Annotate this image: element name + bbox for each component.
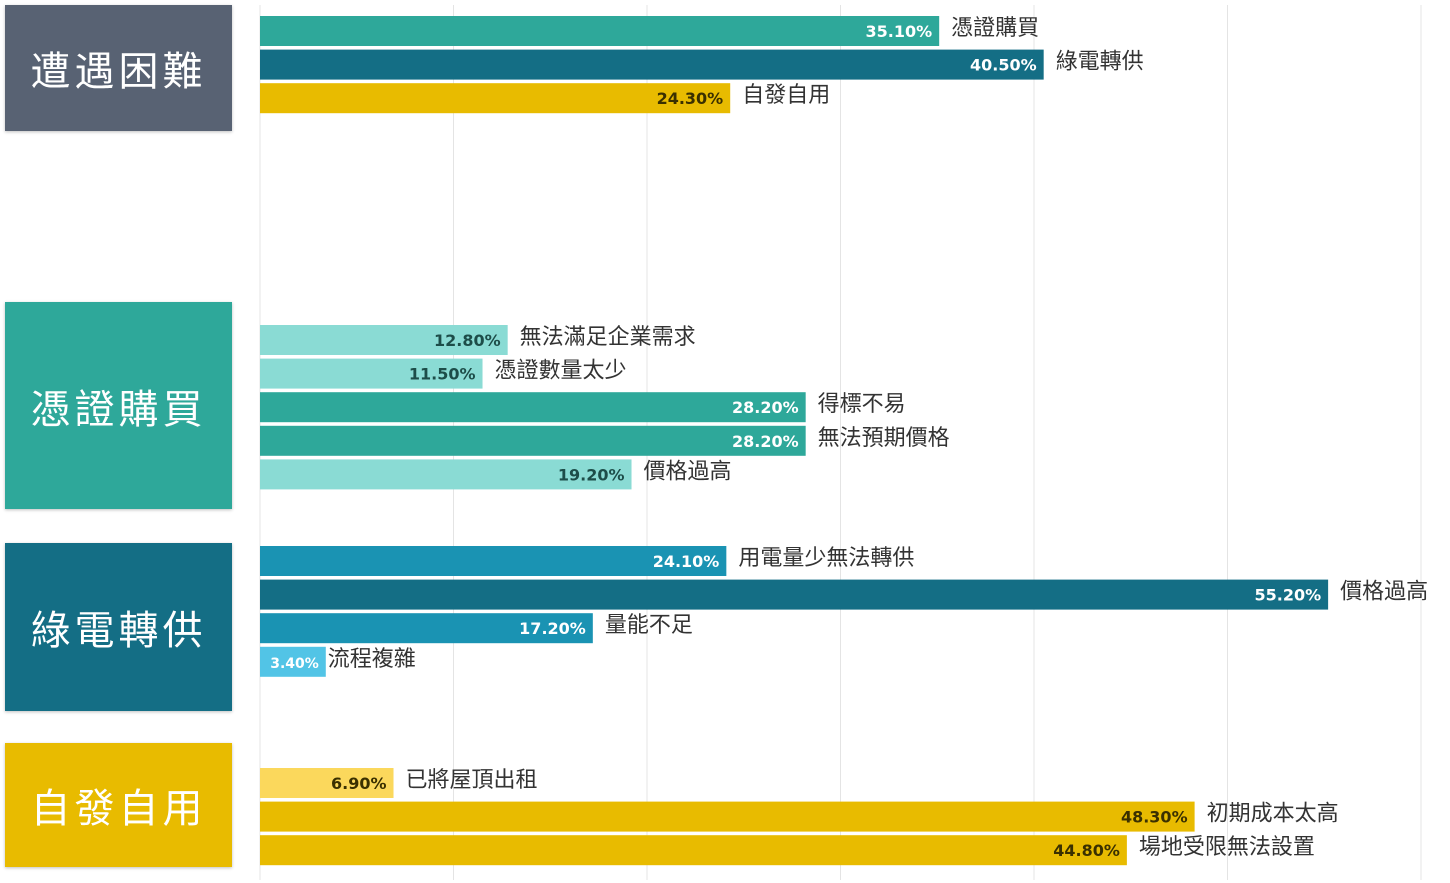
bar (260, 392, 806, 423)
bar-category-label: 無法滿足企業需求 (520, 325, 696, 350)
bar-category-label: 初期成本太高 (1207, 802, 1339, 827)
bar (260, 768, 394, 798)
bar-value-label: 6.90% (331, 774, 387, 793)
bar-value-label: 28.20% (732, 398, 799, 417)
group-label-box: 綠電轉供 (5, 543, 232, 711)
bar (260, 646, 326, 677)
group-label-box: 遭遇困難 (5, 5, 232, 131)
bar-value-label: 48.30% (1121, 808, 1188, 827)
group-label-box: 自發自用 (5, 743, 232, 867)
bar (260, 579, 1329, 610)
bar-value-label: 24.10% (653, 552, 720, 571)
bar-category-label: 自發自用 (742, 83, 830, 108)
bar-category-label: 已將屋頂出租 (406, 768, 538, 793)
bar (260, 49, 1044, 80)
bar-value-label: 11.50% (409, 365, 476, 384)
bar-category-label: 得標不易 (818, 392, 906, 417)
bar-category-label: 無法預期價格 (818, 426, 950, 451)
bar (260, 358, 483, 389)
bar-category-label: 量能不足 (605, 613, 693, 638)
bar-category-label: 流程複雜 (328, 647, 416, 672)
bar-value-label: 17.20% (519, 619, 586, 638)
bar-value-label: 55.20% (1254, 586, 1321, 605)
bar (260, 425, 806, 456)
bar-category-label: 憑證購買 (951, 16, 1039, 41)
bar (260, 83, 731, 114)
bar-value-label: 40.50% (970, 56, 1037, 75)
bar-value-label: 12.80% (434, 331, 501, 350)
bar-category-label: 價格過高 (644, 459, 732, 484)
bar-value-label: 24.30% (657, 89, 724, 108)
group-label-box: 憑證購買 (5, 302, 232, 509)
bar-category-label: 用電量少無法轉供 (738, 546, 914, 571)
bar (260, 835, 1127, 866)
bar-category-label: 場地受限無法設置 (1139, 835, 1315, 860)
bar-category-label: 綠電轉供 (1056, 50, 1144, 75)
bar (260, 16, 940, 46)
bar (260, 325, 508, 355)
bar (260, 801, 1195, 832)
bar (260, 613, 593, 644)
bar-category-label: 價格過高 (1340, 580, 1428, 605)
bar-category-label: 憑證數量太少 (495, 359, 627, 384)
bar-value-label: 3.40% (270, 656, 319, 672)
bar-value-label: 19.20% (558, 465, 625, 484)
bar-value-label: 28.20% (732, 432, 799, 451)
bar (260, 546, 727, 576)
bar (260, 459, 632, 490)
bar-value-label: 44.80% (1053, 841, 1120, 860)
bar-value-label: 35.10% (866, 22, 933, 41)
